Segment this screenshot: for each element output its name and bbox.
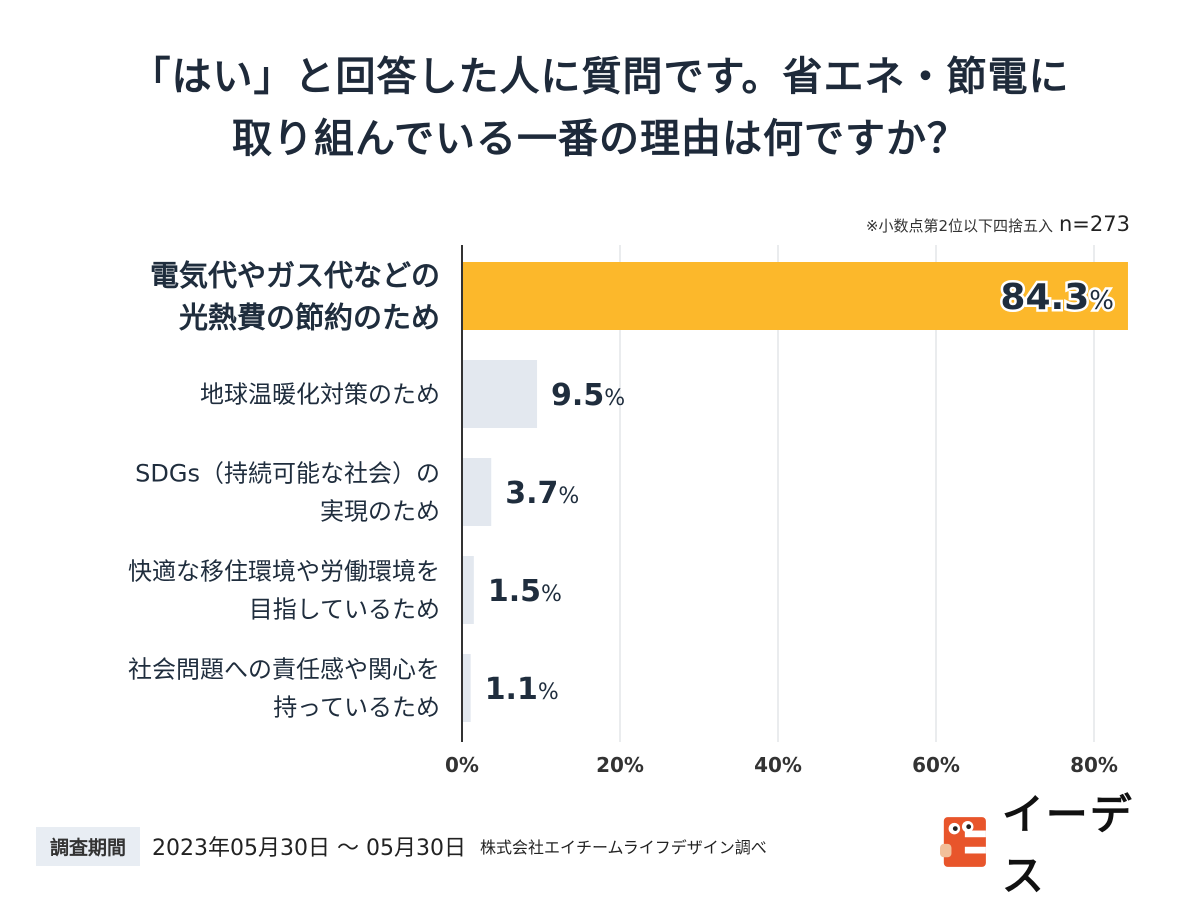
x-tick-label: 40% (754, 753, 802, 777)
x-tick-label: 80% (1070, 753, 1118, 777)
bar (462, 458, 492, 526)
category-label: 快適な移住環境や労働環境を目指しているため (128, 558, 440, 624)
data-label: 9.5% (551, 378, 625, 413)
category-label: 電気代やガス代などの光熱費の節約のため (150, 258, 440, 334)
x-tick-label: 0% (445, 753, 479, 777)
data-label: 3.7% (505, 476, 579, 511)
sample-size: n=273 (1059, 212, 1130, 236)
rounding-note: ※小数点第2位以下四捨五入 (865, 217, 1053, 235)
bar (462, 556, 474, 624)
x-tick-label: 60% (912, 753, 960, 777)
footer: 調査期間 2023年05月30日 〜 05月30日 株式会社エイチームライフデザ… (36, 826, 767, 866)
sample-note: ※小数点第2位以下四捨五入 n=273 (866, 212, 1130, 236)
logo-text: イーデス (1001, 790, 1134, 900)
data-label: 84.3% (1000, 277, 1114, 318)
bar (462, 262, 1128, 330)
category-label: 社会問題への責任感や関心を持っているため (128, 656, 440, 722)
category-label: SDGs（持続可能な社会）の実現のため (135, 460, 440, 526)
data-label: 1.1% (485, 672, 559, 707)
ideth-mascot-icon (940, 817, 986, 867)
data-label: 1.5% (488, 574, 562, 609)
survey-dates: 2023年05月30日 〜 05月30日 (152, 836, 466, 861)
title-line-2: 取り組んでいる一番の理由は何ですか？ (232, 116, 968, 162)
category-label: 地球温暖化対策のため (200, 381, 440, 409)
title-line-1: 「はい」と回答した人に質問です。省エネ・節電に (130, 54, 1070, 100)
survey-period-label: 調査期間 (36, 826, 141, 866)
chart-title: 「はい」と回答した人に質問です。省エネ・節電に 取り組んでいる一番の理由は何です… (0, 46, 1200, 170)
bar (462, 360, 538, 428)
bar-chart: 電気代やガス代などの光熱費の節約のため 84.3% 地球温暖化対策のため 9.5% SD… (128, 245, 1128, 777)
brand-logo: イーデス (940, 790, 1170, 900)
source-text: 株式会社エイチームライフデザイン調べ (479, 838, 767, 857)
bar (462, 654, 471, 722)
x-tick-label: 20% (596, 753, 644, 777)
